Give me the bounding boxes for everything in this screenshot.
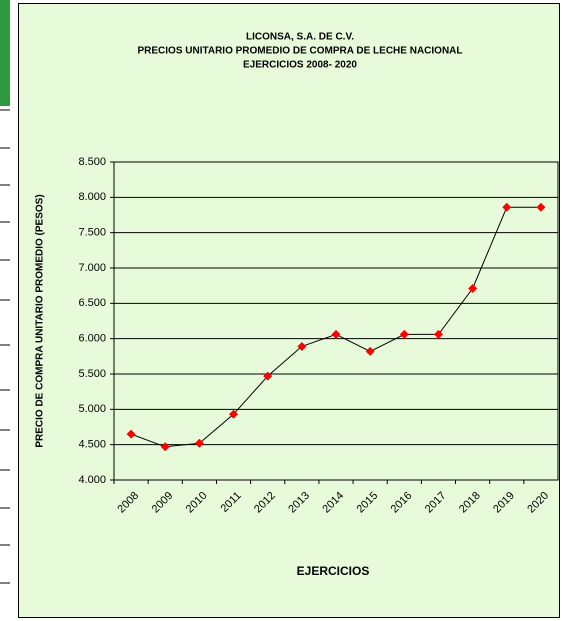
x-axis-label: EJERCICIOS xyxy=(297,564,370,578)
y-tick-label: 8.500 xyxy=(78,156,106,168)
data-point xyxy=(536,202,546,212)
chart-title: EJERCICIOS 2008- 2020 xyxy=(243,60,357,71)
y-tick-label: 6.500 xyxy=(78,297,106,309)
y-tick-label: 4.000 xyxy=(78,474,106,486)
data-point xyxy=(365,346,375,356)
data-point xyxy=(468,283,478,293)
data-point xyxy=(297,341,307,351)
data-point xyxy=(502,202,512,212)
data-point xyxy=(399,329,409,339)
data-point xyxy=(126,429,136,439)
data-point xyxy=(331,329,341,339)
sheet-cell xyxy=(0,0,10,106)
data-point xyxy=(194,438,204,448)
y-tick-label: 7.000 xyxy=(78,262,106,274)
y-tick-label: 8.000 xyxy=(78,191,106,203)
data-point xyxy=(229,409,239,419)
sheet-lines xyxy=(0,109,10,584)
y-tick-label: 4.500 xyxy=(78,439,106,451)
data-point xyxy=(433,329,443,339)
plot-area xyxy=(113,161,559,481)
chart-title: LICONSA, S.A. DE C.V. xyxy=(246,32,354,43)
chart-title: PRECIOS UNITARIO PROMEDIO DE COMPRA DE L… xyxy=(137,46,462,57)
y-tick-label: 5.000 xyxy=(78,403,106,415)
data-point xyxy=(263,371,273,381)
y-tick-label: 5.500 xyxy=(78,368,106,380)
y-tick-label: 6.000 xyxy=(78,333,106,345)
data-point xyxy=(160,442,170,452)
y-axis-label: PRECIO DE COMPRA UNITARIO PROMEDIO (PESO… xyxy=(35,194,46,447)
y-tick-label: 7.500 xyxy=(78,227,106,239)
